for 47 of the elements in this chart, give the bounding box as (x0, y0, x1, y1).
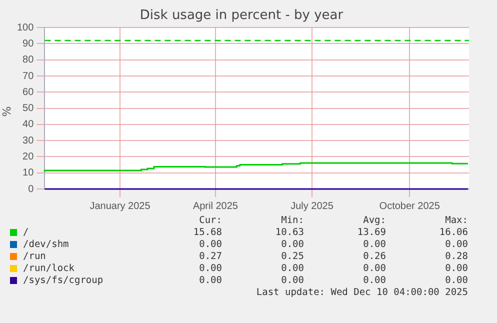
text: 0.00 (362, 239, 386, 251)
legend-label: / (22, 227, 30, 239)
text: Min: (280, 215, 304, 227)
x-tick-label: April 2025 (192, 200, 238, 212)
text: 0.00 (280, 263, 304, 275)
y-tick-label: 100 (16, 22, 34, 34)
y-tick-label: 20 (22, 151, 34, 162)
text: 0.00 (280, 239, 304, 251)
y-tick-label: 70 (22, 70, 34, 82)
text: 0.00 (198, 263, 222, 275)
text: 0.00 (198, 275, 222, 287)
text: 10.63 (274, 227, 304, 239)
y-tick-label: 90 (22, 38, 34, 50)
text: Cur: (198, 215, 222, 227)
legend-label: /dev/shm (22, 239, 70, 251)
legend-label: /sys/fs/cgroup (22, 275, 104, 287)
legend-label: /run (22, 251, 47, 263)
text: 0.00 (198, 239, 222, 251)
text: 0.00 (444, 239, 468, 251)
y-tick-label: 10 (22, 168, 34, 179)
text: 0.00 (444, 275, 468, 287)
text: 0.28 (444, 251, 468, 263)
y-tick-label: 40 (22, 119, 34, 130)
text: 0.00 (444, 263, 468, 275)
text: 0.27 (198, 251, 222, 263)
text: 15.68 (192, 227, 222, 239)
x-tick-label: July 2025 (290, 200, 334, 212)
x-tick-label: January 2025 (90, 200, 151, 212)
y-tick-label: 30 (22, 135, 34, 146)
y-axis-title: % (0, 106, 14, 117)
text: 0.25 (280, 251, 304, 263)
text: Max: (444, 215, 468, 227)
y-tick-label: 60 (22, 86, 34, 98)
text: 0.00 (280, 275, 304, 287)
legend-label: /run/lock (22, 263, 76, 275)
text: Last update: Wed Dec 10 04:00:00 2025 (255, 287, 468, 299)
y-tick-label: 80 (22, 54, 34, 66)
text: 16.06 (438, 227, 468, 239)
y-tick-label: 0 (28, 184, 34, 195)
x-tick-label: October 2025 (379, 200, 440, 212)
text: 0.00 (362, 263, 386, 275)
y-tick-label: 50 (22, 103, 34, 114)
chart-title: Disk usage in percent - by year (140, 8, 344, 24)
text: 0.26 (362, 251, 386, 263)
text: 13.69 (356, 227, 386, 239)
text: 0.00 (362, 275, 386, 287)
text: Avg: (362, 215, 386, 227)
